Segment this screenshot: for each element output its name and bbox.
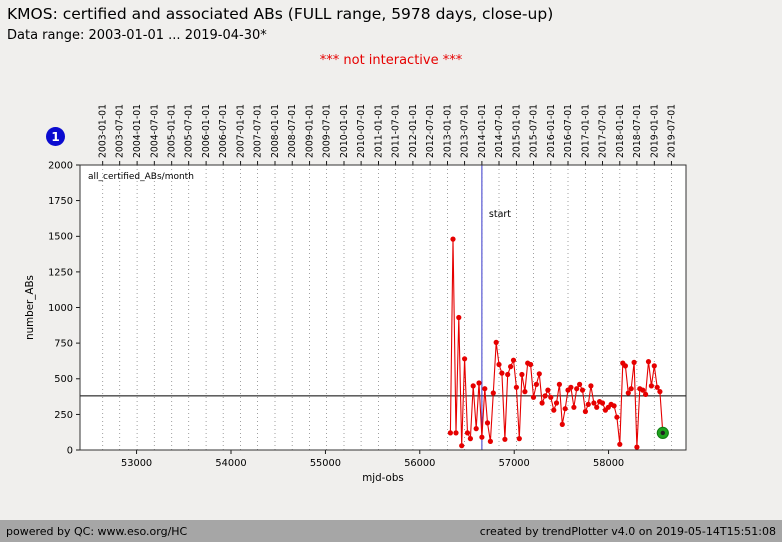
svg-text:55000: 55000	[310, 458, 341, 469]
svg-text:2012-07-01: 2012-07-01	[425, 104, 436, 158]
svg-text:58000: 58000	[593, 458, 624, 469]
plot-number-badge: 1	[46, 127, 65, 146]
svg-text:2009-01-01: 2009-01-01	[305, 104, 316, 158]
data-range-subtitle: Data range: 2003-01-01 ... 2019-04-30*	[7, 28, 267, 43]
svg-text:2017-07-01: 2017-07-01	[598, 104, 609, 158]
svg-text:2003-01-01: 2003-01-01	[98, 104, 109, 158]
trend-chart: 2003-01-01 2003-07-01 2004-01-01 2004-07-01…	[24, 104, 687, 484]
svg-text:0: 0	[67, 445, 73, 456]
svg-text:56000: 56000	[404, 458, 435, 469]
svg-text:2011-01-01: 2011-01-01	[374, 104, 385, 158]
svg-text:2016-07-01: 2016-07-01	[563, 104, 574, 158]
footer-bar: powered by QC: www.eso.org/HC created by…	[0, 520, 782, 542]
svg-text:2013-01-01: 2013-01-01	[443, 104, 454, 158]
svg-text:2010-01-01: 2010-01-01	[339, 104, 350, 158]
svg-text:57000: 57000	[499, 458, 530, 469]
svg-text:2014-01-01: 2014-01-01	[477, 104, 488, 158]
top-date-axis: 2003-01-01 2003-07-01 2004-01-01 2004-07-01…	[98, 104, 677, 165]
svg-text:750: 750	[54, 339, 73, 350]
svg-text:500: 500	[54, 374, 73, 385]
svg-text:1750: 1750	[48, 196, 73, 207]
chart-area: 2003-01-01 2003-07-01 2004-01-01 2004-07-01…	[0, 75, 782, 520]
svg-text:2013-07-01: 2013-07-01	[460, 104, 471, 158]
legend-label: all_certified_ABs/month	[88, 172, 194, 182]
svg-text:1250: 1250	[48, 267, 73, 278]
svg-text:2019-07-01: 2019-07-01	[666, 104, 677, 158]
svg-text:1000: 1000	[48, 303, 73, 314]
svg-text:2008-01-01: 2008-01-01	[270, 104, 281, 158]
svg-text:2018-01-01: 2018-01-01	[615, 104, 626, 158]
svg-text:2005-01-01: 2005-01-01	[167, 104, 178, 158]
svg-text:1500: 1500	[48, 232, 73, 243]
svg-text:54000: 54000	[215, 458, 246, 469]
page-title: KMOS: certified and associated ABs (FULL…	[7, 5, 554, 23]
footer-created-by: created by trendPlotter v4.0 on 2019-05-…	[479, 524, 776, 538]
footer-powered-by: powered by QC: www.eso.org/HC	[6, 524, 188, 538]
svg-text:2015-07-01: 2015-07-01	[529, 104, 540, 158]
y-axis: 0 250 500 750 1000 1250 1500 1750 2000	[48, 160, 80, 456]
svg-text:2003-07-01: 2003-07-01	[115, 104, 126, 158]
start-line-label: start	[489, 209, 511, 220]
y-axis-label: number_ABs	[24, 275, 36, 340]
x-axis-label: mjd-obs	[362, 472, 404, 484]
svg-text:2008-07-01: 2008-07-01	[287, 104, 298, 158]
svg-text:2014-07-01: 2014-07-01	[494, 104, 505, 158]
svg-text:250: 250	[54, 410, 73, 421]
svg-text:2016-01-01: 2016-01-01	[546, 104, 557, 158]
data-series	[447, 236, 666, 450]
svg-text:2019-01-01: 2019-01-01	[649, 104, 660, 158]
svg-text:2015-01-01: 2015-01-01	[511, 104, 522, 158]
not-interactive-notice: *** not interactive ***	[319, 53, 463, 68]
svg-text:53000: 53000	[121, 458, 152, 469]
svg-text:2000: 2000	[48, 160, 73, 171]
svg-text:2004-07-01: 2004-07-01	[149, 104, 160, 158]
plot-background	[80, 165, 686, 450]
svg-text:2009-07-01: 2009-07-01	[322, 104, 333, 158]
svg-text:2012-01-01: 2012-01-01	[408, 104, 419, 158]
svg-text:2018-07-01: 2018-07-01	[632, 104, 643, 158]
svg-text:2004-01-01: 2004-01-01	[132, 104, 143, 158]
x-axis: 53000 54000 55000 56000 57000 58000	[121, 450, 624, 469]
svg-text:2006-01-01: 2006-01-01	[201, 104, 212, 158]
svg-text:2006-07-01: 2006-07-01	[218, 104, 229, 158]
svg-text:2017-01-01: 2017-01-01	[580, 104, 591, 158]
last-point-marker	[656, 426, 669, 439]
svg-text:2005-07-01: 2005-07-01	[184, 104, 195, 158]
svg-text:2010-07-01: 2010-07-01	[356, 104, 367, 158]
svg-text:2007-01-01: 2007-01-01	[236, 104, 247, 158]
svg-text:2011-07-01: 2011-07-01	[391, 104, 402, 158]
svg-text:2007-07-01: 2007-07-01	[253, 104, 264, 158]
plot-border	[79, 164, 687, 451]
